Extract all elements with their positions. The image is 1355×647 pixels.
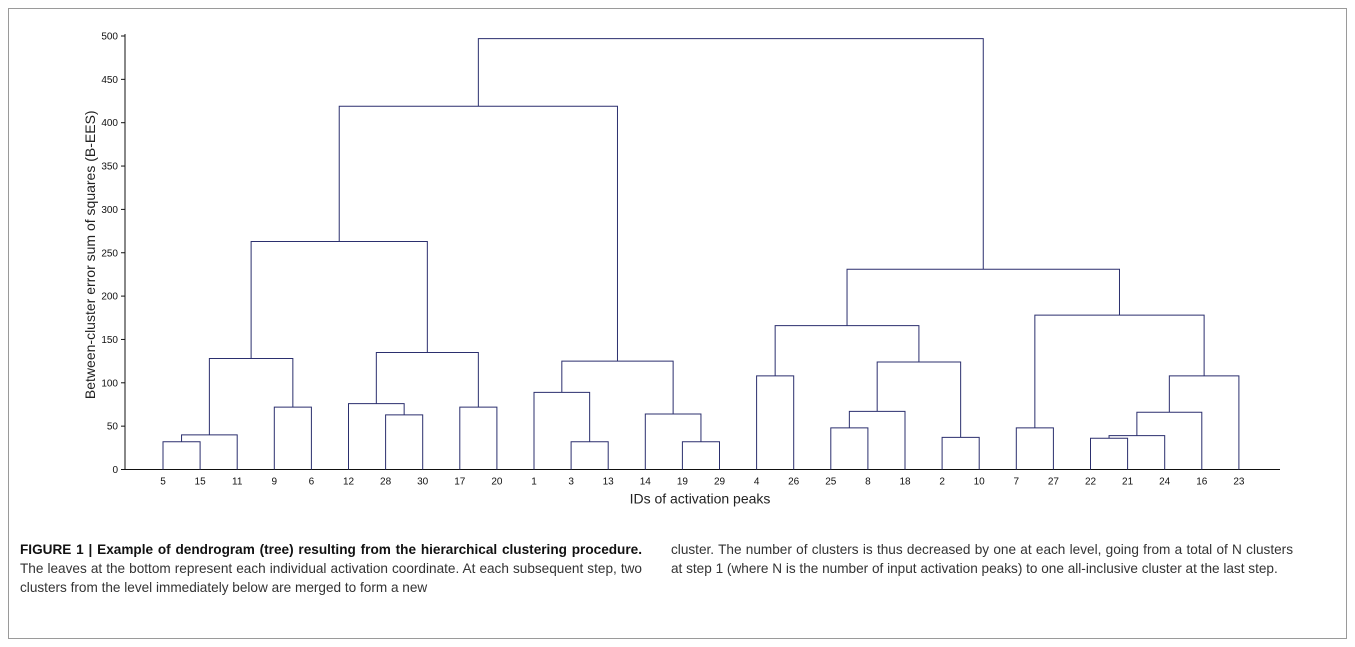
leaf-label: 29 [714,477,726,488]
figure-frame [8,8,1347,639]
dendrogram-link [1090,437,1129,470]
y-tick-label: 200 [101,292,118,303]
dendrogram-link [1168,375,1240,470]
dendrogram-link [250,240,428,359]
leaf-label: 30 [417,477,429,488]
y-tick-label: 500 [101,32,118,43]
dendrogram-link [1034,314,1205,428]
leaf-label: 26 [788,477,800,488]
dendrogram-link [459,406,498,470]
dendrogram-link [162,441,201,470]
leaf-label: 21 [1122,477,1134,488]
leaf-label: 17 [454,477,466,488]
dendrogram-link [941,436,980,470]
leaf-label: 12 [343,477,355,488]
leaf-label: 28 [380,477,392,488]
dendrogram-link [533,391,591,470]
dendrogram-link [477,38,984,270]
leaf-label: 15 [195,477,207,488]
y-axis-title: Between-cluster error sum of squares (B-… [82,110,98,399]
dendrogram-link [830,427,869,470]
dendrogram-link [1108,435,1166,470]
dendrogram-link [681,441,720,470]
leaf-label: 13 [603,477,615,488]
y-tick-label: 0 [112,465,118,476]
dendrogram-link [774,325,920,376]
figure-caption: FIGURE 1 | Example of dendrogram (tree) … [20,540,1340,640]
leaf-label: 11 [232,477,243,488]
dendrogram-link [348,403,405,470]
leaf-label: 27 [1048,477,1060,488]
dendrogram-link [273,406,312,470]
leaf-label: 18 [899,477,911,488]
leaf-label: 9 [272,477,278,488]
caption-right-column: cluster. The number of clusters is thus … [671,540,1293,578]
y-tick-label: 150 [101,335,118,346]
leaf-label: 19 [677,477,689,488]
leaf-label: 8 [865,477,871,488]
y-tick-label: 100 [101,378,118,389]
leaf-label: 2 [939,477,945,488]
y-tick-label: 350 [101,162,118,173]
leaf-label: 23 [1233,477,1245,488]
caption-left-column: FIGURE 1 | Example of dendrogram (tree) … [20,540,642,597]
leaf-label: 7 [1014,477,1020,488]
dendrogram-link [846,268,1120,326]
leaf-label: 14 [640,477,652,488]
leaf-label: 22 [1085,477,1097,488]
leaf-label: 24 [1159,477,1171,488]
dendrogram-link [208,358,294,435]
dendrogram-link [848,410,906,470]
dendrogram-link [385,414,424,470]
y-tick-label: 400 [101,118,118,129]
figure-label: FIGURE 1 | Example of dendrogram (tree) … [20,542,642,557]
leaf-label: 10 [974,477,986,488]
dendrogram-link [1136,411,1203,470]
y-tick-label: 300 [101,205,118,216]
leaf-label: 5 [160,477,166,488]
dendrogram-link [876,361,962,438]
y-tick-label: 250 [101,248,118,259]
caption-right-text: cluster. The number of clusters is thus … [671,542,1293,576]
leaf-label: 3 [568,477,574,488]
leaf-label: 4 [754,477,760,488]
leaf-label: 16 [1196,477,1208,488]
y-tick-label: 50 [107,422,119,433]
dendrogram-link [375,351,479,408]
dendrogram-link [756,375,795,470]
dendrogram-link [1015,427,1054,470]
x-axis-title: IDs of activation peaks [630,491,771,507]
y-tick-label: 450 [101,75,118,86]
caption-left-text: The leaves at the bottom represent each … [20,561,642,595]
leaf-label: 20 [491,477,503,488]
leaf-label: 25 [825,477,837,488]
dendrogram-link [338,105,618,362]
dendrogram-link [181,434,238,470]
dendrogram-link [561,360,674,415]
leaf-label: 1 [531,477,537,488]
dendrogram-link [570,441,609,470]
leaf-label: 6 [309,477,315,488]
